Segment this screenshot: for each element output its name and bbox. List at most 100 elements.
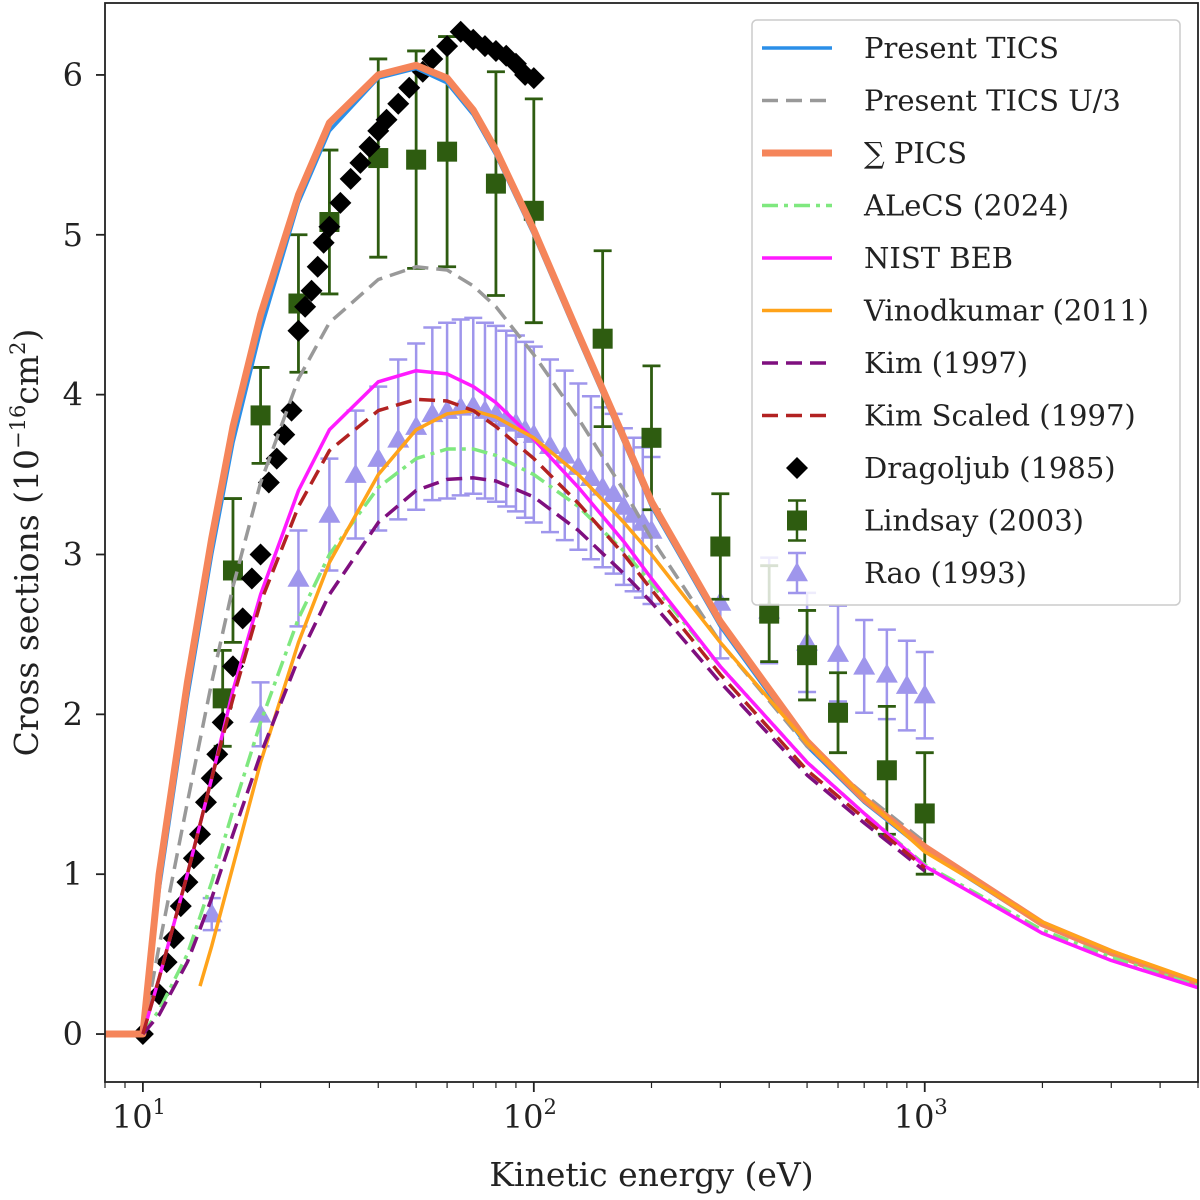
data-point xyxy=(495,44,518,67)
data-point xyxy=(797,645,818,666)
legend-label: NIST BEB xyxy=(864,241,1013,275)
legend-entry-nist-beb: NIST BEB xyxy=(762,241,1013,275)
plot-area xyxy=(105,20,1198,1046)
data-point xyxy=(421,47,444,70)
legend-entry-vinodkumar-2011: Vinodkumar (2011) xyxy=(762,294,1149,328)
data-point xyxy=(875,663,898,683)
x-tick-label: 103 xyxy=(894,1095,948,1136)
series-dragoljub-1985 xyxy=(131,20,545,1046)
y-axis-label-close: ) xyxy=(7,329,46,342)
data-point xyxy=(592,328,613,349)
y-tick-label: 4 xyxy=(63,376,83,414)
data-point xyxy=(318,215,341,238)
data-point xyxy=(358,135,381,158)
y-axis-label-main: Cross sections (10 xyxy=(7,449,46,756)
data-point xyxy=(602,482,625,502)
data-point xyxy=(265,447,288,470)
data-point xyxy=(249,703,272,723)
data-point xyxy=(876,760,897,781)
data-point xyxy=(294,295,317,318)
data-point xyxy=(641,427,662,448)
data-point xyxy=(913,684,936,704)
legend: Present TICS Present TICS U/3 ∑ PICS ALeCS … xyxy=(751,19,1181,606)
x-tick-label: 101 xyxy=(112,1095,166,1136)
legend-label: Vinodkumar (2011) xyxy=(863,294,1149,328)
y-tick-label: 5 xyxy=(63,216,83,254)
data-point xyxy=(287,567,310,587)
data-point xyxy=(522,423,545,443)
y-tick-label: 1 xyxy=(63,855,83,893)
legend-entry-lindsay-2003: Lindsay (2003) xyxy=(787,499,1084,542)
y-axis-label-unit-exponent: 2 xyxy=(6,341,30,354)
data-point xyxy=(329,191,352,214)
data-point xyxy=(895,674,918,694)
data-point xyxy=(306,255,329,278)
data-point xyxy=(318,503,341,523)
legend-label: Kim Scaled (1997) xyxy=(864,399,1136,433)
legend-label: Kim (1997) xyxy=(864,346,1028,380)
series-present-tics-u-3 xyxy=(141,265,926,1035)
data-point xyxy=(257,471,280,494)
axis-ticks: 0 1 2 3 4 5 6 101 102 103 xyxy=(63,56,1199,1136)
legend-label: Lindsay (2003) xyxy=(864,504,1084,538)
legend-entry-rao-1993: Rao (1993) xyxy=(786,551,1027,595)
series-kim-scaled-1997 xyxy=(141,397,926,1035)
data-point xyxy=(387,428,410,448)
data-point xyxy=(914,803,935,824)
data-point xyxy=(367,447,390,467)
legend-label: Present TICS U/3 xyxy=(864,84,1121,118)
data-point xyxy=(485,173,506,194)
legend-marker xyxy=(786,457,808,479)
y-axis-label-unit: cm xyxy=(7,355,46,405)
data-point xyxy=(405,415,428,435)
data-point xyxy=(250,405,271,426)
y-axis-label: Cross sections (10−16cm2) xyxy=(6,329,46,757)
data-point xyxy=(169,895,192,918)
data-point xyxy=(273,423,296,446)
data-point xyxy=(449,20,472,43)
legend-marker xyxy=(786,562,808,582)
data-point xyxy=(612,495,635,515)
legend-entry-alecs-2024: ALeCS (2024) xyxy=(762,189,1069,223)
data-point xyxy=(828,702,849,723)
y-axis-label-exponent: −16 xyxy=(6,405,30,449)
legend-entry-dragoljub-1985: Dragoljub (1985) xyxy=(786,451,1116,485)
y-tick-label: 6 xyxy=(63,56,83,94)
data-point xyxy=(640,519,663,539)
data-point xyxy=(437,141,458,162)
data-point xyxy=(222,560,243,581)
data-point xyxy=(710,536,731,557)
data-point xyxy=(240,567,263,590)
x-tick-label: 102 xyxy=(503,1095,557,1136)
data-point xyxy=(387,92,410,115)
data-point xyxy=(827,642,850,662)
data-point xyxy=(200,903,223,923)
legend-entry-present-tics: Present TICS xyxy=(762,31,1059,65)
data-point xyxy=(375,108,398,131)
legend-box xyxy=(751,19,1181,606)
y-tick-label: 0 xyxy=(63,1015,83,1053)
data-point xyxy=(349,151,372,174)
legend-entry-present-tics-u-3: Present TICS U/3 xyxy=(762,84,1121,118)
data-point xyxy=(249,543,272,566)
data-point xyxy=(212,688,233,709)
data-point xyxy=(339,167,362,190)
legend-label: Present TICS xyxy=(864,31,1059,65)
y-tick-label: 2 xyxy=(63,695,83,733)
legend-marker xyxy=(787,510,807,531)
data-point xyxy=(300,279,323,302)
legend-label: Dragoljub (1985) xyxy=(864,451,1116,485)
legend-entry-kim-scaled-1997: Kim Scaled (1997) xyxy=(762,399,1136,433)
legend-label: Rao (1993) xyxy=(864,556,1027,590)
legend-label: ALeCS (2024) xyxy=(863,189,1069,223)
data-point xyxy=(231,607,254,630)
data-point xyxy=(591,476,614,496)
data-point xyxy=(504,52,527,75)
x-axis-label: Kinetic energy (eV) xyxy=(489,1155,813,1194)
data-point xyxy=(398,76,421,99)
legend-entry-kim-1997: Kim (1997) xyxy=(762,346,1028,380)
data-point xyxy=(344,463,367,483)
data-point xyxy=(522,67,545,90)
y-tick-label: 3 xyxy=(63,535,83,573)
